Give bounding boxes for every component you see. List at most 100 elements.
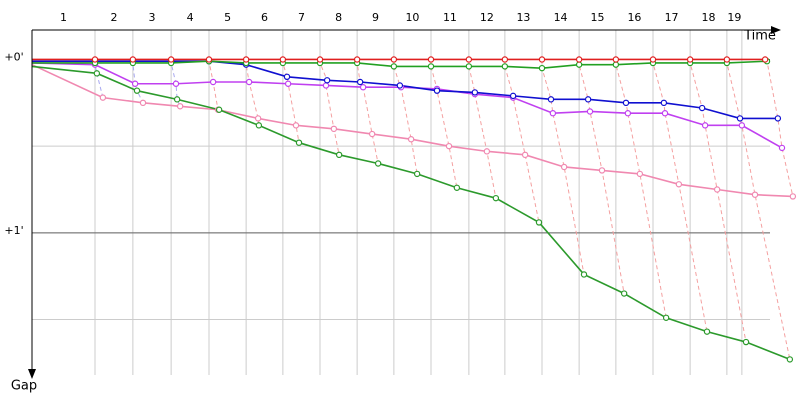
data-point xyxy=(612,56,620,63)
data-point xyxy=(774,115,782,122)
lap-label: 9 xyxy=(372,11,379,24)
data-point xyxy=(675,181,683,188)
data-point xyxy=(521,151,529,159)
data-point xyxy=(353,56,361,63)
data-point xyxy=(549,110,557,117)
data-point xyxy=(390,63,398,70)
data-point xyxy=(789,193,797,200)
data-point xyxy=(99,94,107,101)
data-point xyxy=(295,139,303,146)
y-axis-label: Gap xyxy=(11,379,37,394)
data-point xyxy=(624,110,632,117)
data-point xyxy=(359,84,367,91)
data-point xyxy=(335,151,343,159)
data-point xyxy=(501,56,509,63)
data-point xyxy=(535,219,543,226)
data-point xyxy=(701,122,709,129)
lap-label: 19 xyxy=(727,11,741,24)
data-point xyxy=(538,64,546,72)
data-point xyxy=(131,80,139,87)
data-point xyxy=(649,56,657,63)
data-point xyxy=(538,56,546,63)
data-point xyxy=(407,136,415,143)
data-point xyxy=(176,103,184,110)
lap-label: 12 xyxy=(480,11,494,24)
data-point xyxy=(433,87,441,94)
data-point xyxy=(374,160,382,167)
data-point xyxy=(586,108,594,115)
data-point xyxy=(254,115,262,122)
lap-connector xyxy=(393,59,418,174)
data-point xyxy=(279,56,287,63)
data-point xyxy=(778,144,786,152)
lap-label: 13 xyxy=(516,11,530,24)
data-point xyxy=(330,125,338,133)
lap-connector xyxy=(578,59,625,294)
data-point xyxy=(547,96,555,103)
data-point xyxy=(215,106,223,113)
series-line xyxy=(31,63,793,198)
data-point xyxy=(205,56,213,63)
lap-label: 18 xyxy=(702,11,716,24)
data-point xyxy=(465,56,473,63)
lap-connector xyxy=(282,59,300,143)
lap-connector xyxy=(726,59,791,360)
data-point xyxy=(209,78,217,86)
y-tick-label: +1' xyxy=(4,224,23,237)
data-point xyxy=(660,99,668,107)
data-point xyxy=(356,78,364,86)
data-point xyxy=(292,122,300,129)
series-line xyxy=(32,60,778,120)
data-point xyxy=(255,122,263,129)
data-point xyxy=(465,63,473,70)
data-point xyxy=(598,167,606,174)
data-point xyxy=(172,80,180,87)
series-line xyxy=(31,65,791,361)
lap-label: 16 xyxy=(627,11,641,24)
series-line xyxy=(32,60,768,69)
data-point xyxy=(173,96,181,103)
x-axis-label: Time xyxy=(743,29,776,44)
data-point xyxy=(584,96,592,103)
lap-label: 10 xyxy=(405,11,419,24)
data-point xyxy=(723,56,731,63)
data-point xyxy=(93,70,101,77)
data-point xyxy=(622,99,630,107)
data-point xyxy=(427,56,435,63)
grid xyxy=(32,30,770,375)
data-point xyxy=(492,194,500,202)
series-points xyxy=(91,56,797,363)
data-point xyxy=(445,142,453,150)
lap-label: 14 xyxy=(554,11,568,24)
data-point xyxy=(133,87,141,94)
data-point xyxy=(316,56,324,63)
data-point xyxy=(575,61,583,68)
data-point xyxy=(483,148,491,155)
data-point xyxy=(742,338,750,346)
data-point xyxy=(501,63,509,70)
data-point xyxy=(453,184,461,191)
data-point xyxy=(698,104,706,112)
lap-label: 4 xyxy=(187,11,194,24)
lap-label: 5 xyxy=(224,11,231,24)
data-point xyxy=(284,80,292,87)
data-point xyxy=(242,56,250,63)
data-point xyxy=(612,61,620,68)
data-point xyxy=(245,78,253,86)
data-point xyxy=(129,56,137,63)
data-point xyxy=(713,186,721,193)
data-point xyxy=(575,56,583,63)
data-point xyxy=(471,89,479,96)
data-point xyxy=(661,110,669,117)
data-point xyxy=(560,163,568,171)
data-point xyxy=(139,99,147,107)
data-point xyxy=(396,82,404,89)
data-point xyxy=(283,73,291,81)
lap-connector xyxy=(764,59,794,197)
lap-connector xyxy=(356,59,379,164)
series-lines xyxy=(31,58,793,361)
lap-label: 3 xyxy=(149,11,156,24)
data-point xyxy=(91,56,99,63)
data-point xyxy=(761,56,769,63)
